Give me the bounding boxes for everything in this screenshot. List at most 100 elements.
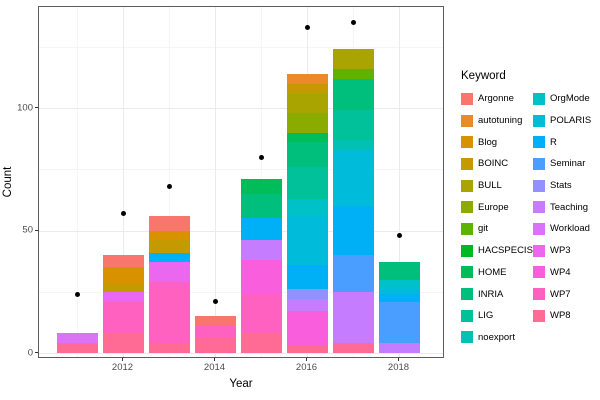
bar-2016: [287, 73, 328, 353]
bar-segment-WP3: [149, 262, 190, 282]
legend-label: Blog: [478, 136, 498, 148]
legend-label: git: [478, 223, 489, 235]
legend-key-Blog: [461, 136, 473, 149]
gridline-y-minor: [39, 46, 443, 48]
legend-item-BULL: BULL: [461, 175, 533, 197]
y-tick-label: 50: [22, 224, 33, 236]
bar-segment-POLARIS: [333, 149, 374, 206]
data-point-2016: [305, 24, 310, 30]
legend-label: LIG: [478, 310, 494, 322]
bar-segment-git: [333, 68, 374, 79]
bar-segment-Blog: [103, 267, 144, 285]
legend-label: WP4: [550, 266, 571, 278]
legend-label: Seminar: [550, 158, 586, 170]
data-point-2014: [213, 299, 218, 305]
legend-item-INRIA: INRIA: [461, 283, 533, 305]
legend-item-HACSPECIS: HACSPECIS: [461, 240, 533, 262]
bar-segment-WP3: [103, 291, 144, 302]
y-tick-label: 100: [17, 102, 33, 113]
legend-label: BULL: [478, 180, 502, 192]
legend-key-BULL: [461, 179, 473, 192]
bar-segment-Seminar: [379, 301, 420, 344]
bar-segment-Teaching: [287, 299, 328, 312]
bar-segment-POLARIS: [379, 286, 420, 295]
x-tick-mark: [306, 358, 307, 361]
legend-label: WP3: [550, 245, 571, 257]
legend-label: WP8: [550, 310, 571, 322]
x-tick-mark: [214, 358, 215, 361]
legend-key-autotuning: [461, 114, 473, 127]
x-tick-mark: [398, 358, 399, 361]
data-point-2015: [259, 154, 264, 160]
bar-segment-BULL: [287, 93, 328, 113]
bar-segment-R: [149, 252, 190, 263]
legend-label: OrgMode: [550, 93, 590, 105]
legend-key-WP3: [533, 244, 545, 257]
gridline-x-minor: [77, 7, 78, 357]
y-tick-label: 0: [27, 347, 33, 358]
bar-2014: [195, 316, 236, 353]
bar-segment-WP8: [103, 333, 144, 353]
x-tick-label: 2016: [295, 362, 318, 373]
bar-2013: [149, 215, 190, 353]
gridline-x-minor: [169, 7, 170, 357]
bar-segment-Argonne: [195, 316, 236, 327]
bar-segment-Stats: [287, 289, 328, 300]
gridline-x-major: [123, 7, 124, 357]
bar-segment-OrgMode: [379, 279, 420, 287]
x-tick-label: 2018: [387, 362, 410, 373]
bar-segment-INRIA: [333, 78, 374, 111]
x-axis-title: Year: [229, 378, 253, 390]
legend-key-Europe: [461, 201, 473, 214]
legend-item-Europe: Europe: [461, 196, 533, 218]
legend-label: Workload: [550, 223, 590, 235]
y-axis-title: Count: [2, 166, 14, 198]
bar-2018: [379, 262, 420, 353]
legend-item-WP8: WP8: [533, 305, 600, 327]
bar-segment-R: [333, 206, 374, 255]
bar-2017: [333, 49, 374, 353]
legend-key-Workload: [533, 222, 545, 235]
bar-segment-Workload: [57, 333, 98, 344]
legend-item-BOINC: BOINC: [461, 153, 533, 175]
bar-2012: [103, 255, 144, 353]
bar-segment-WP7: [103, 301, 144, 334]
bar-segment-Argonne: [149, 215, 190, 231]
bar-segment-R: [379, 294, 420, 302]
bar-segment-Teaching: [241, 240, 282, 260]
legend-label: Argonne: [478, 93, 514, 105]
legend-label: autotuning: [478, 115, 523, 127]
legend-item-WP3: WP3: [533, 240, 600, 262]
gridline-x-major: [399, 7, 400, 357]
legend-item-OrgMode: OrgMode: [533, 88, 600, 110]
legend-label: R: [550, 136, 557, 148]
data-point-2018: [397, 232, 402, 238]
bar-segment-Teaching: [379, 343, 420, 353]
legend-key-HACSPECIS: [461, 244, 473, 257]
bar-segment-WP8: [57, 343, 98, 353]
legend-title: Keyword: [461, 70, 506, 82]
legend-label: noexport: [478, 331, 515, 343]
bar-segment-noexport: [333, 139, 374, 150]
legend-key-INRIA: [461, 288, 473, 301]
plot-panel: [38, 6, 444, 358]
bar-segment-INRIA: [241, 193, 282, 219]
legend-key-R: [533, 136, 545, 149]
bar-segment-WP8: [195, 338, 236, 353]
bar-segment-BULL: [333, 49, 374, 69]
bar-segment-HOME: [287, 132, 328, 143]
bar-segment-INRIA: [287, 142, 328, 167]
bar-segment-Blog: [149, 230, 190, 241]
bar-segment-Teaching: [333, 291, 374, 344]
legend-key-BOINC: [461, 157, 473, 170]
legend-key-Argonne: [461, 92, 473, 105]
legend-item-HOME: HOME: [461, 262, 533, 284]
bar-segment-BOINC: [103, 284, 144, 292]
legend-item-Blog: Blog: [461, 131, 533, 153]
legend-key-WP4: [533, 266, 545, 279]
legend-label: HACSPECIS: [478, 245, 533, 257]
legend-label: Europe: [478, 201, 509, 213]
bar-segment-WP7: [241, 294, 282, 334]
legend-label: WP7: [550, 288, 571, 300]
